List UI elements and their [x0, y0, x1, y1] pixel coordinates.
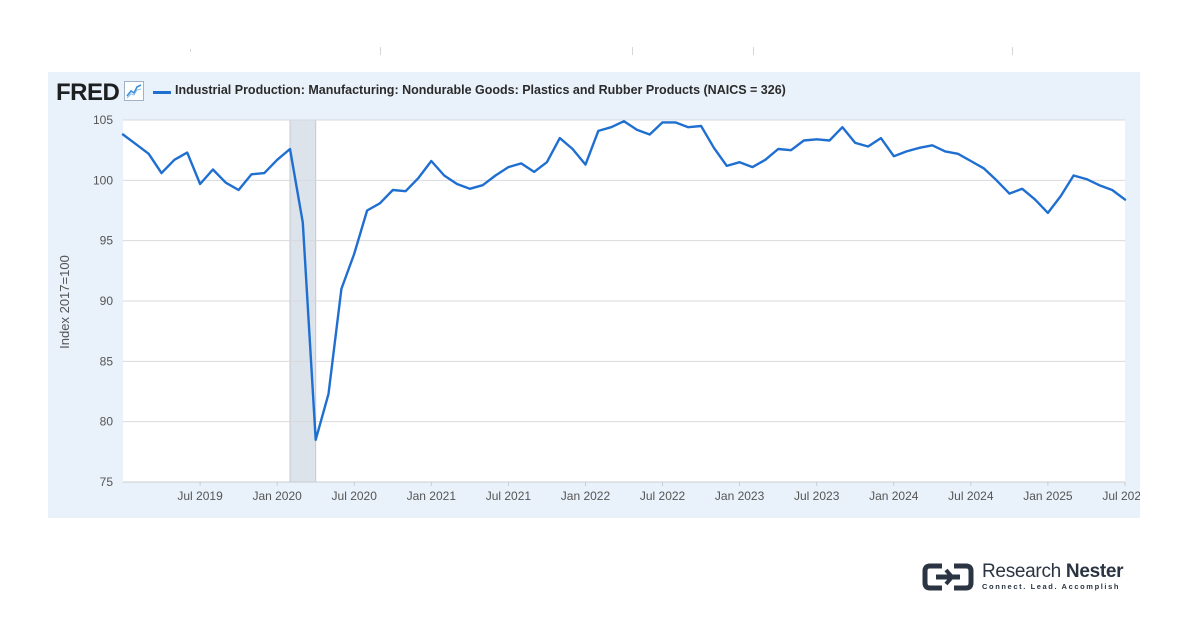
x-tick-label: Jan 2023	[715, 489, 765, 503]
x-tick-label: Jul 2019	[177, 489, 223, 503]
legend-swatch	[153, 91, 171, 94]
x-tick-label: Jul 2023	[794, 489, 840, 503]
x-tick-label: Jan 2025	[1023, 489, 1073, 503]
top-tick	[632, 47, 633, 55]
x-tick-label: Jan 2020	[252, 489, 302, 503]
y-axis-label: Index 2017=100	[57, 255, 72, 349]
chart-panel: FRED Industrial Production: Manufacturin…	[48, 72, 1140, 518]
x-tick-label: Jul 2024	[948, 489, 994, 503]
fred-logo: FRED	[56, 79, 120, 106]
research-nester-watermark: Research Nester Connect. Lead. Accomplis…	[922, 561, 1142, 597]
x-tick-label: Jan 2022	[561, 489, 611, 503]
y-tick-label: 100	[93, 173, 113, 187]
brand-name-part2: Nester	[1065, 561, 1124, 582]
x-tick-label: Jul 2021	[486, 489, 532, 503]
y-tick-label: 90	[100, 294, 114, 308]
y-tick-label: 95	[100, 234, 114, 248]
top-tick	[190, 49, 191, 52]
y-tick-label: 80	[100, 415, 114, 429]
x-tick-label: Jan 2021	[407, 489, 457, 503]
brand-tagline: Connect. Lead. Accomplish	[982, 582, 1121, 591]
x-tick-label: Jul 2022	[640, 489, 686, 503]
x-tick-label: Jul 2025	[1102, 489, 1140, 503]
brand-name-part1: Research	[982, 561, 1061, 582]
top-tick	[1012, 47, 1013, 55]
brand-name: Research Nester	[982, 561, 1124, 583]
legend-series-label: Industrial Production: Manufacturing: No…	[175, 83, 786, 97]
fred-sparkline-icon	[124, 81, 144, 101]
line-chart: 75 80 85 90 95 100 105 Jul 2019 Jan 2020 Jul 2020…	[93, 113, 1140, 503]
x-tick-label: Jan 2024	[869, 489, 919, 503]
y-tick-label: 105	[93, 113, 113, 127]
top-tick-strip	[0, 0, 1200, 60]
x-tick-label: Jul 2020	[332, 489, 378, 503]
research-nester-logo-icon	[922, 563, 974, 591]
top-tick	[380, 47, 381, 55]
y-tick-label: 75	[100, 475, 114, 489]
y-tick-label: 85	[100, 354, 114, 368]
top-tick	[753, 47, 754, 55]
